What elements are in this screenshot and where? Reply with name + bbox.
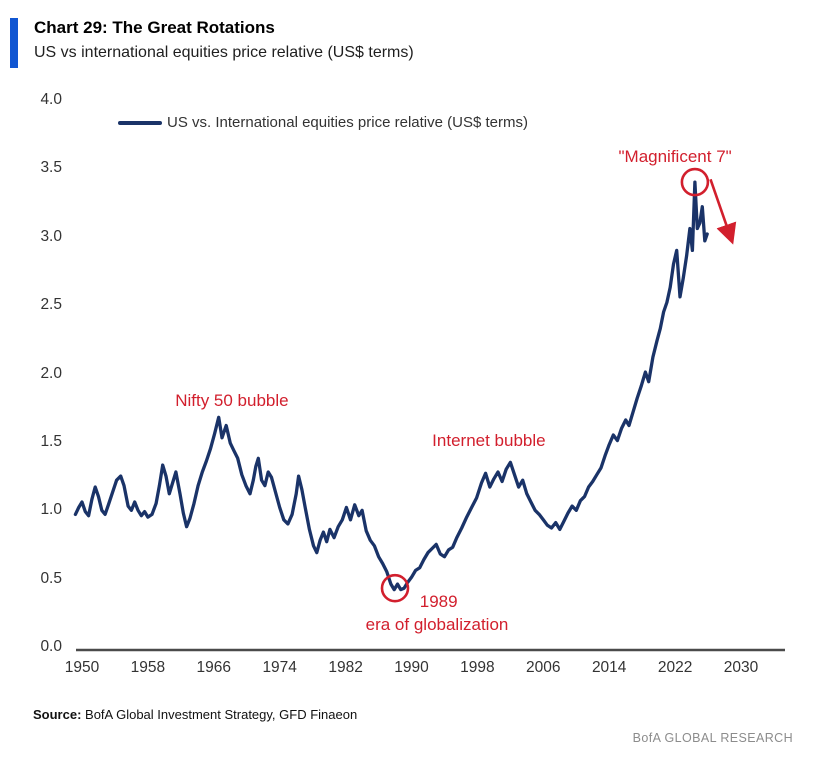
highlight-circle-magnificent-7-peak: [680, 167, 710, 197]
legend: US vs. International equities price rela…: [118, 114, 528, 131]
chart-title: Chart 29: The Great Rotations: [34, 18, 275, 37]
bofa-accent-bar: [10, 18, 18, 68]
x-tick-label-1998: 1998: [460, 659, 495, 676]
x-tick-label-1982: 1982: [328, 659, 363, 676]
y-tick-label-1.5: 1.5: [40, 432, 62, 450]
x-tick-label-2030: 2030: [723, 659, 759, 676]
bofa-global-research-brand: BofA GLOBAL RESEARCH: [632, 731, 793, 745]
y-tick-label-2.5: 2.5: [40, 296, 62, 314]
x-tick-label-1990: 1990: [394, 659, 429, 676]
x-tick-label-1950: 1950: [64, 659, 100, 676]
x-tick-label-2006: 2006: [526, 659, 561, 676]
x-tick-label-1966: 1966: [196, 659, 232, 676]
annotation-nifty-50-bubble: Nifty 50 bubble: [175, 390, 289, 410]
x-tick-label-2022: 2022: [657, 659, 693, 676]
source-text: BofA Global Investment Strategy, GFD Fin…: [81, 707, 358, 722]
annotation-magnificent-7: "Magnificent 7": [618, 147, 732, 167]
legend-label: US vs. International equities price rela…: [167, 114, 528, 131]
y-tick-label-1.0: 1.0: [40, 501, 62, 519]
x-tick-label-2014: 2014: [591, 659, 627, 676]
decline-arrow: [709, 178, 737, 245]
annotation-1989: 1989: [419, 591, 458, 611]
source-label: Source:: [33, 707, 82, 722]
source-line: Source: BofA Global Investment Strategy,…: [33, 707, 357, 722]
y-tick-label-2.0: 2.0: [40, 364, 62, 382]
x-tick-label-1974: 1974: [262, 659, 297, 676]
annotation-internet-bubble: Internet bubble: [432, 430, 546, 450]
y-tick-label-3.0: 3.0: [40, 227, 62, 245]
y-tick-label-0.5: 0.5: [40, 569, 62, 587]
annotation-era-of-globalization: era of globalization: [365, 615, 509, 635]
highlight-circle-1989-low: [380, 573, 410, 603]
x-tick-label-1958: 1958: [130, 659, 166, 676]
y-tick-label-0.0: 0.0: [40, 638, 62, 655]
y-tick-label-4.0: 4.0: [40, 91, 62, 108]
y-tick-label-3.5: 3.5: [40, 159, 62, 177]
legend-line-swatch: [118, 120, 162, 125]
chart-subtitle: US vs international equities price relat…: [34, 44, 414, 61]
price-relative-line: [73, 180, 709, 592]
highlight-circles-group: [380, 167, 710, 603]
